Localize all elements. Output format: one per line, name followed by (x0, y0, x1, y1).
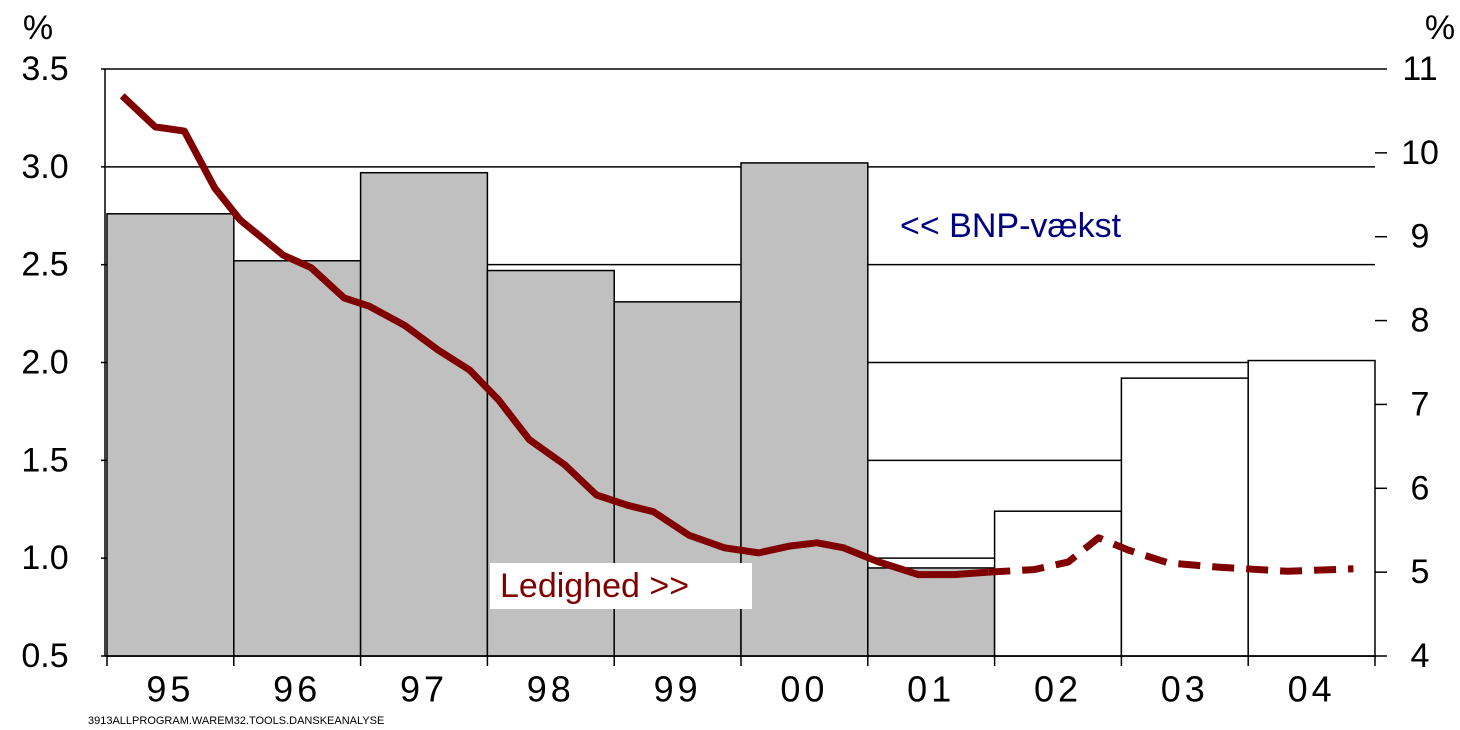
bar (106, 213, 235, 657)
y-tick-label: 1.0 (21, 539, 68, 577)
y-tick-label: 3.0 (21, 148, 68, 186)
bar (1120, 377, 1249, 657)
bar (359, 171, 489, 657)
x-tick-label: 03 (1161, 669, 1209, 710)
bar (1247, 359, 1376, 657)
y2-tick-label: 6 (1411, 469, 1430, 507)
x-tick-label: 00 (780, 669, 828, 710)
y-tick-label: 3.5 (21, 50, 68, 88)
y-tick-label: 1.5 (21, 441, 68, 479)
x-tick-label: 97 (400, 669, 448, 710)
annotation: Ledighed >> (500, 567, 689, 605)
left-unit: % (23, 9, 53, 47)
y2-tick-label: 4 (1411, 637, 1430, 675)
y2-tick-label: 9 (1411, 218, 1430, 256)
x-tick-label: 95 (146, 669, 194, 710)
y2-tick-label: 7 (1411, 385, 1430, 423)
bar (740, 162, 869, 657)
x-tick-label: 02 (1034, 669, 1082, 710)
bar (993, 510, 1123, 657)
line (119, 93, 989, 579)
y-tick-label: 2.0 (21, 343, 68, 381)
x-tick-label: 04 (1288, 669, 1336, 710)
annotation: << BNP-vækst (900, 207, 1122, 245)
y-tick-label: 0.5 (21, 637, 68, 675)
x-tick-label: 01 (907, 669, 955, 710)
y2-tick-label: 5 (1411, 553, 1430, 591)
footer: 3913ALLPROGRAM.WAREM32.TOOLS.DANSKEANALY… (88, 715, 384, 727)
annotation-box (490, 563, 752, 609)
bar (867, 567, 996, 657)
y2-tick-label: 8 (1411, 302, 1430, 340)
y2-tick-label: 10 (1401, 134, 1439, 172)
y-tick-label: 2.5 (21, 246, 68, 284)
x-tick-label: 99 (654, 669, 702, 710)
y2-tick-label: 11 (1402, 50, 1437, 88)
line (988, 534, 1354, 576)
x-tick-label: 96 (273, 669, 321, 710)
bar (233, 260, 362, 657)
x-tick-label: 98 (527, 669, 575, 710)
right-unit: % (1425, 9, 1455, 47)
